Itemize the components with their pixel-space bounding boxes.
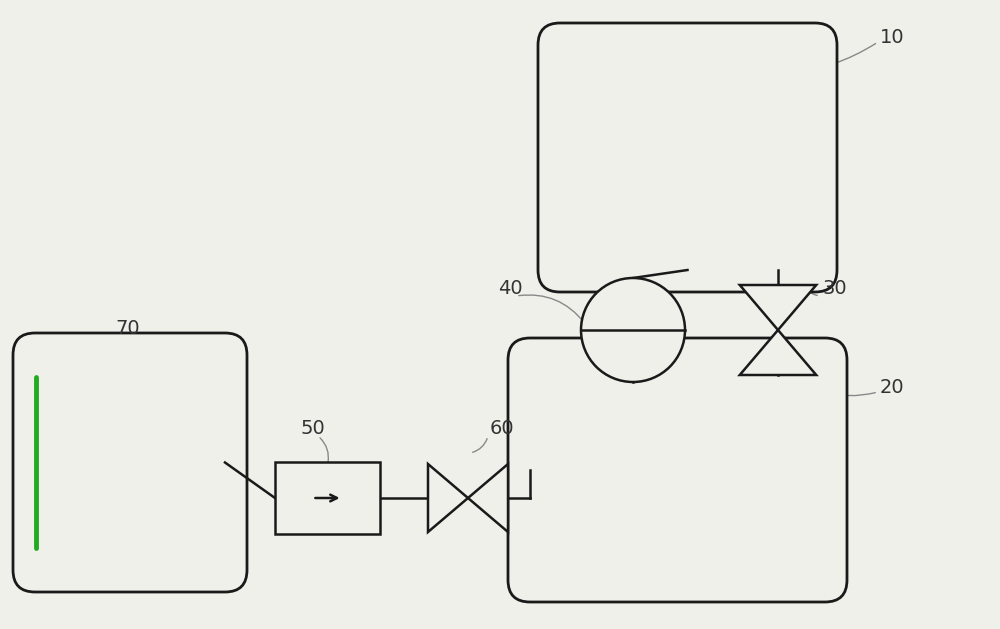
Text: 50: 50 [300,419,325,438]
Text: 40: 40 [498,279,523,298]
Text: 10: 10 [880,28,905,47]
Polygon shape [428,464,468,532]
Polygon shape [740,285,816,330]
Circle shape [581,278,685,382]
Bar [275,462,380,534]
Polygon shape [740,330,816,375]
FancyArrowPatch shape [783,365,875,396]
Text: 60: 60 [490,419,515,438]
Text: 70: 70 [115,319,140,338]
Text: 20: 20 [880,378,905,397]
FancyBboxPatch shape [508,338,847,602]
FancyArrowPatch shape [473,438,487,452]
FancyBboxPatch shape [13,333,247,592]
Text: 30: 30 [822,279,847,298]
FancyArrowPatch shape [703,43,876,72]
FancyArrowPatch shape [320,438,328,462]
FancyArrowPatch shape [802,282,817,296]
FancyArrowPatch shape [113,336,121,356]
FancyBboxPatch shape [538,23,837,292]
Polygon shape [468,464,508,532]
FancyArrowPatch shape [519,295,584,323]
